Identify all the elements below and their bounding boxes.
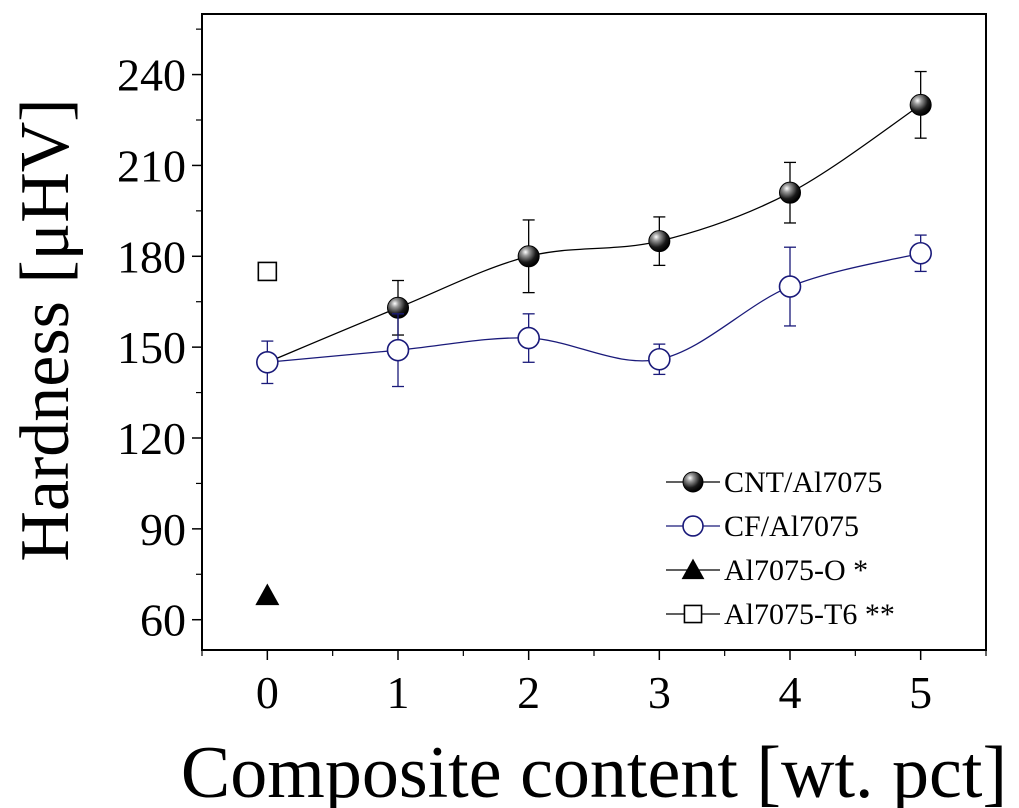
data-point-al7075-t6 bbox=[257, 261, 278, 282]
series-line-cnt-al7075 bbox=[267, 104, 922, 363]
legend-label: Al7075-O * bbox=[724, 554, 868, 587]
data-point-cnt-al7075 bbox=[517, 245, 540, 268]
y-tick-label: 120 bbox=[117, 413, 186, 464]
data-point-cf-al7075 bbox=[778, 275, 802, 298]
legend-entry-cf-al7075: CF/Al7075 bbox=[666, 510, 859, 543]
data-point-cnt-al7075 bbox=[909, 93, 932, 116]
data-point-cf-al7075 bbox=[256, 350, 279, 374]
plot-frame bbox=[201, 13, 987, 651]
y-tick-label: 90 bbox=[140, 504, 186, 555]
legend-entry-al7075-t6: Al7075-T6 ** bbox=[666, 598, 895, 631]
data-point-cnt-al7075 bbox=[779, 181, 801, 204]
data-point-cnt-al7075 bbox=[648, 230, 671, 253]
y-tick-label: 150 bbox=[117, 322, 186, 373]
legend-entry-al7075-o: Al7075-O * bbox=[666, 554, 868, 587]
y-tick-label: 180 bbox=[117, 231, 186, 282]
legend-marker bbox=[681, 558, 705, 580]
y-axis-title: Hardness [μHV] bbox=[7, 98, 84, 561]
legend-entry-cnt-al7075: CNT/Al7075 bbox=[666, 466, 882, 499]
series-cf-al7075 bbox=[256, 234, 932, 388]
x-tick-label: 3 bbox=[648, 667, 671, 718]
x-tick-label: 0 bbox=[256, 667, 279, 718]
data-point-cf-al7075 bbox=[909, 241, 932, 265]
data-point-al7075-o bbox=[255, 583, 280, 606]
series-cnt-al7075 bbox=[256, 70, 932, 374]
y-tick-label: 240 bbox=[117, 50, 186, 101]
data-point-cf-al7075 bbox=[386, 338, 410, 362]
series-al7075-t6 bbox=[257, 261, 278, 282]
x-tick-label: 1 bbox=[387, 667, 410, 718]
x-tick-label: 2 bbox=[517, 667, 540, 718]
legend-marker bbox=[682, 471, 704, 493]
data-point-cf-al7075 bbox=[517, 326, 540, 350]
legend-label: CNT/Al7075 bbox=[724, 466, 882, 499]
y-tick-label: 210 bbox=[117, 140, 186, 191]
series-line-cf-al7075 bbox=[267, 252, 921, 363]
series-al7075-o bbox=[255, 583, 280, 606]
x-tick-label: 4 bbox=[779, 667, 802, 718]
legend-marker bbox=[683, 604, 703, 624]
data-point-cf-al7075 bbox=[648, 347, 671, 371]
legend-marker bbox=[682, 515, 704, 537]
x-tick-label: 5 bbox=[909, 667, 932, 718]
x-axis-title: Composite content [wt. pct] bbox=[181, 732, 1007, 808]
legend-label: CF/Al7075 bbox=[724, 510, 859, 543]
legend-label: Al7075-T6 ** bbox=[724, 598, 895, 631]
y-tick-label: 60 bbox=[140, 595, 186, 646]
